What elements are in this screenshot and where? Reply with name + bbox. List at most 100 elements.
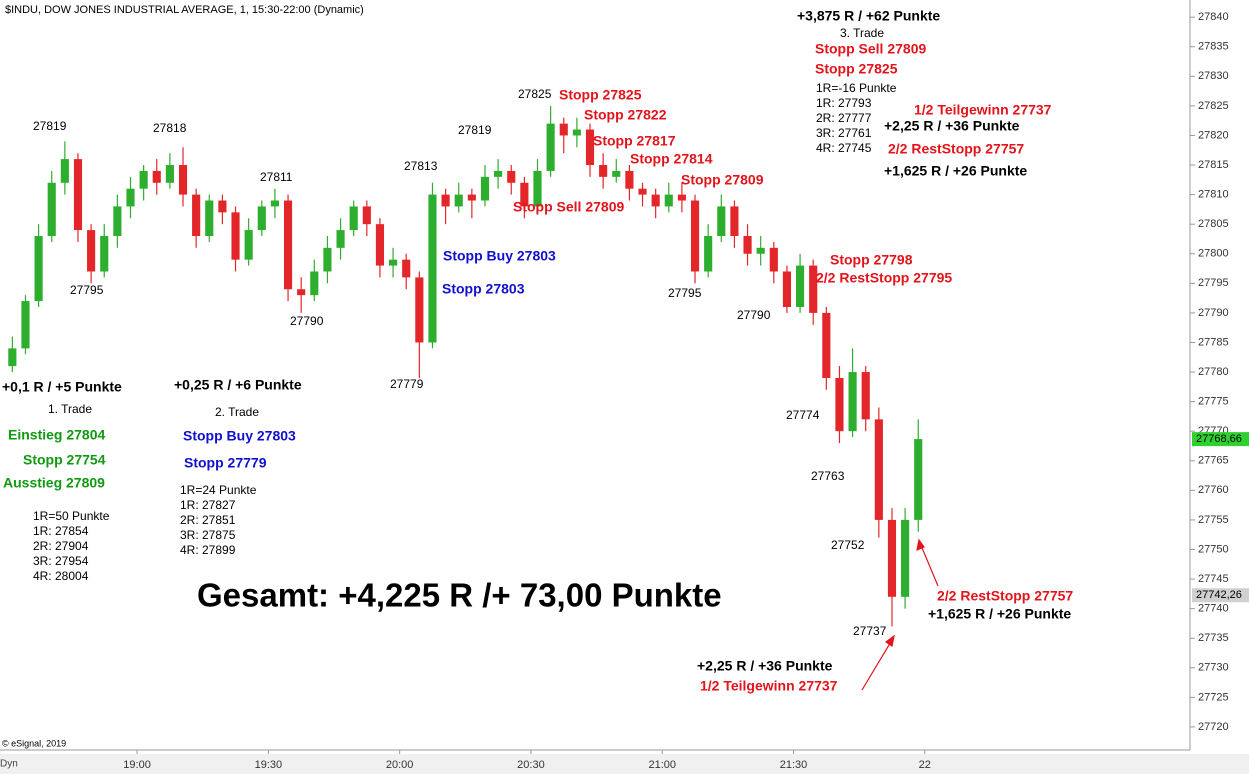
arrows [861, 538, 939, 691]
annotation: 27779 [390, 377, 424, 391]
candle-body [585, 129, 595, 166]
candle-body [231, 212, 240, 260]
footer: © eSignal, 2019 [2, 738, 66, 748]
annotation: 27774 [786, 408, 820, 422]
annotation: 27819 [33, 119, 67, 133]
annotation: Einstieg 27804 [8, 427, 105, 443]
y-tick-label: 27800 [1198, 248, 1229, 260]
candle-body [402, 259, 411, 278]
y-tick-label: 27810 [1198, 189, 1229, 201]
annotation: 3R: 27954 [33, 554, 89, 568]
annotation: Stopp 27817 [593, 133, 676, 149]
annotation: 27737 [853, 624, 887, 638]
annotation: 27752 [831, 538, 865, 552]
y-tick-label: 27730 [1198, 662, 1229, 674]
corner-label: Dyn [0, 759, 18, 770]
candle-body [559, 123, 568, 136]
candle-body [901, 519, 910, 597]
annotation: 1R: 27793 [816, 96, 872, 110]
y-tick-label: 27820 [1198, 129, 1229, 141]
y-tick-label: 27815 [1198, 159, 1229, 171]
candle-body [218, 200, 227, 213]
candle-body [520, 182, 529, 207]
annotation: Stopp Sell 27809 [513, 199, 624, 215]
y-tick-label: 27740 [1198, 603, 1229, 615]
candle-body [375, 224, 385, 266]
candle-body [625, 170, 634, 189]
annotation: 1R: 27854 [33, 524, 89, 538]
candle-body [677, 194, 686, 201]
price-tag-label: 27768,66 [1196, 433, 1242, 445]
candle-body [113, 206, 122, 237]
candle-body [874, 419, 883, 520]
candle-body [494, 170, 503, 177]
candle-body [782, 271, 792, 307]
annotation: 1R=-16 Punkte [816, 81, 897, 95]
annotation: 27790 [737, 308, 771, 322]
annotation: +1,625 R / +26 Punkte [928, 606, 1071, 622]
candle-body [87, 230, 96, 272]
y-tick-label: 27720 [1198, 721, 1229, 733]
annotation: +2,25 R / +36 Punkte [697, 658, 833, 674]
annotation: 3R: 27761 [816, 126, 872, 140]
candle-body [362, 206, 371, 225]
candle-body [336, 230, 345, 248]
candle-body [835, 377, 844, 432]
x-tick-label: 20:00 [386, 759, 414, 771]
candle-body [861, 372, 870, 420]
candle-body [139, 170, 148, 189]
candle-body [389, 259, 398, 266]
candle-body [60, 159, 69, 183]
candle-body [454, 194, 463, 207]
candle-body [270, 200, 279, 207]
y-tick-label: 27750 [1198, 543, 1229, 555]
annotation: 27795 [70, 283, 104, 297]
candle-body [690, 200, 700, 272]
annotation: 27819 [458, 123, 492, 137]
candle-body [507, 170, 516, 183]
candle-body [796, 265, 805, 307]
candle-body [914, 439, 923, 520]
candle-body [887, 519, 897, 597]
annotation: 3. Trade [840, 26, 884, 40]
annotation: 27811 [260, 170, 293, 184]
annotation: Stopp Buy 27803 [183, 428, 296, 444]
annotation: Stopp Sell 27809 [815, 41, 926, 57]
annotation: Stopp 27825 [815, 61, 898, 77]
y-tick-label: 27790 [1198, 307, 1229, 319]
candle-body [769, 247, 778, 272]
annotation: Stopp 27803 [442, 281, 525, 297]
annotation: Stopp Buy 27803 [443, 248, 556, 264]
candle-body [297, 289, 306, 296]
annotation: 2R: 27904 [33, 539, 89, 553]
candle-body [546, 123, 555, 171]
candle-body [848, 372, 857, 432]
annotation: Stopp 27779 [184, 455, 267, 471]
candle-body [480, 176, 490, 201]
candle-body [599, 165, 608, 177]
time-bar [0, 754, 1249, 774]
candle-body [205, 200, 214, 237]
candle-body [34, 236, 43, 302]
y-tick-label: 27825 [1198, 100, 1229, 112]
annotation: +1,625 R / +26 Punkte [884, 163, 1027, 179]
annotation: 27763 [811, 469, 845, 483]
x-tick-label: 21:00 [648, 759, 676, 771]
annotation: 2/2 RestStopp 27757 [937, 588, 1073, 604]
candle-body [612, 170, 621, 177]
chart-title: $INDU, DOW JONES INDUSTRIAL AVERAGE, 1, … [5, 4, 364, 16]
annotation: 27825 [518, 87, 552, 101]
y-tick-label: 27835 [1198, 41, 1229, 53]
candle-body [533, 170, 542, 207]
candle-body [809, 265, 818, 313]
annotation: Stopp 27809 [681, 172, 764, 188]
candle-body [717, 206, 726, 237]
y-tick-label: 27785 [1198, 336, 1229, 348]
y-tick-label: 27760 [1198, 484, 1229, 496]
candle-body [100, 236, 109, 272]
candle-body [651, 194, 660, 207]
candle-body [572, 129, 581, 136]
candle-body [152, 170, 161, 183]
annotation: 4R: 27745 [816, 141, 872, 155]
